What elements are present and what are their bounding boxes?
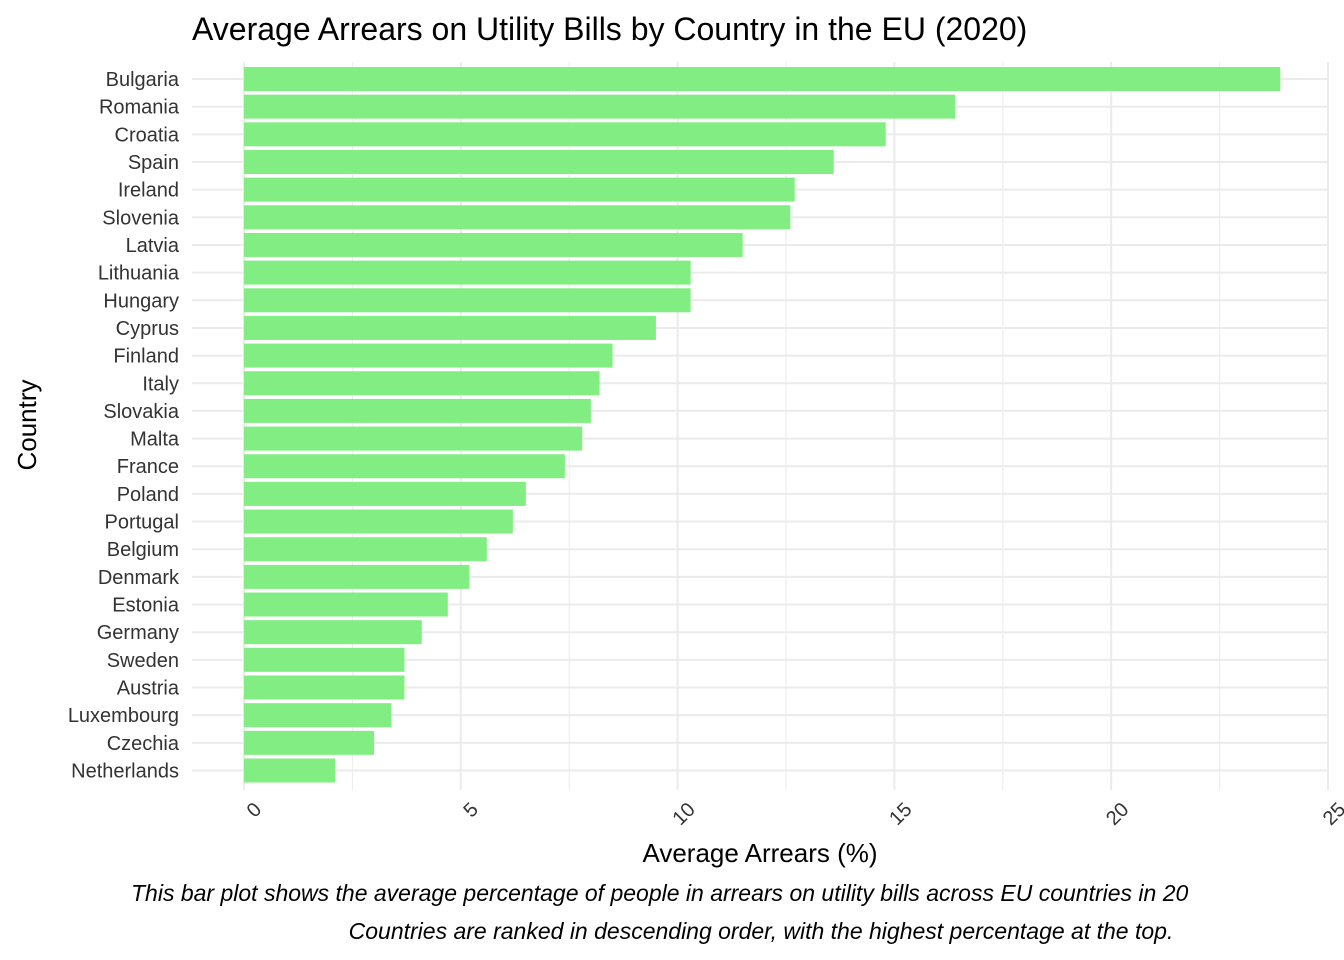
bar-germany xyxy=(244,620,422,645)
y-tick-label: Latvia xyxy=(126,235,180,257)
y-tick-label: Slovakia xyxy=(103,401,179,423)
bar-czechia xyxy=(244,730,375,755)
bar-croatia xyxy=(244,122,886,147)
y-tick-label: Czechia xyxy=(107,733,180,755)
y-tick-label: Sweden xyxy=(107,650,179,672)
bar-latvia xyxy=(244,232,743,257)
bar-netherlands xyxy=(244,758,336,783)
bar-slovakia xyxy=(244,398,591,423)
chart-title: Average Arrears on Utility Bills by Coun… xyxy=(192,11,1027,47)
y-tick-label: Malta xyxy=(130,429,180,451)
x-axis-ticks: 0 5 10 15 20 25 xyxy=(243,799,1344,830)
bar-austria xyxy=(244,675,405,700)
y-tick-label: Slovenia xyxy=(102,207,180,229)
bar-lithuania xyxy=(244,260,691,285)
x-tick-label: 10 xyxy=(668,799,699,830)
y-tick-label: Ireland xyxy=(118,180,179,202)
bar-ireland xyxy=(244,177,795,202)
bar-denmark xyxy=(244,564,470,589)
y-tick-label: Portugal xyxy=(105,512,180,534)
x-tick-label: 0 xyxy=(243,799,266,822)
y-tick-label: Netherlands xyxy=(71,761,179,783)
y-tick-label: Finland xyxy=(113,346,179,368)
bar-poland xyxy=(244,481,526,506)
bars-layer xyxy=(244,67,1281,783)
bar-belgium xyxy=(244,537,487,562)
y-tick-label: Belgium xyxy=(107,539,179,561)
bar-romania xyxy=(244,94,956,119)
y-tick-label: Poland xyxy=(117,484,179,506)
y-tick-label: Estonia xyxy=(112,595,180,617)
bar-estonia xyxy=(244,592,448,617)
bar-finland xyxy=(244,343,613,368)
bar-cyprus xyxy=(244,315,656,340)
y-tick-label: Germany xyxy=(97,622,179,644)
y-tick-label: France xyxy=(117,456,179,478)
caption-line-2: Countries are ranked in descending order… xyxy=(349,918,1174,944)
y-axis-ticks: Bulgaria Romania Croatia Spain Ireland Sloven… xyxy=(68,69,180,783)
y-tick-label: Romania xyxy=(99,97,180,119)
bar-france xyxy=(244,454,565,479)
y-tick-label: Hungary xyxy=(103,290,179,312)
bar-bulgaria xyxy=(244,67,1281,91)
y-axis-title: Country xyxy=(12,379,42,470)
bar-slovenia xyxy=(244,205,791,230)
bar-portugal xyxy=(244,509,513,534)
x-tick-label: 25 xyxy=(1319,799,1344,830)
bar-spain xyxy=(244,149,834,174)
caption-line-1: This bar plot shows the average percenta… xyxy=(131,880,1188,906)
y-tick-label: Spain xyxy=(128,152,179,174)
bar-luxembourg xyxy=(244,703,392,728)
y-tick-label: Croatia xyxy=(115,124,180,146)
x-tick-label: 15 xyxy=(885,799,916,830)
y-tick-label: Bulgaria xyxy=(106,69,180,91)
bar-sweden xyxy=(244,647,405,672)
y-tick-label: Italy xyxy=(142,373,179,395)
y-tick-label: Denmark xyxy=(98,567,180,589)
y-tick-label: Austria xyxy=(117,678,180,700)
x-tick-label: 20 xyxy=(1102,799,1133,830)
bar-italy xyxy=(244,371,600,396)
bar-malta xyxy=(244,426,583,451)
x-axis-title: Average Arrears (%) xyxy=(642,838,877,868)
y-tick-label: Cyprus xyxy=(116,318,179,340)
y-tick-label: Luxembourg xyxy=(68,705,179,727)
x-tick-label: 5 xyxy=(460,799,483,822)
bar-hungary xyxy=(244,288,691,313)
y-tick-label: Lithuania xyxy=(98,263,180,285)
